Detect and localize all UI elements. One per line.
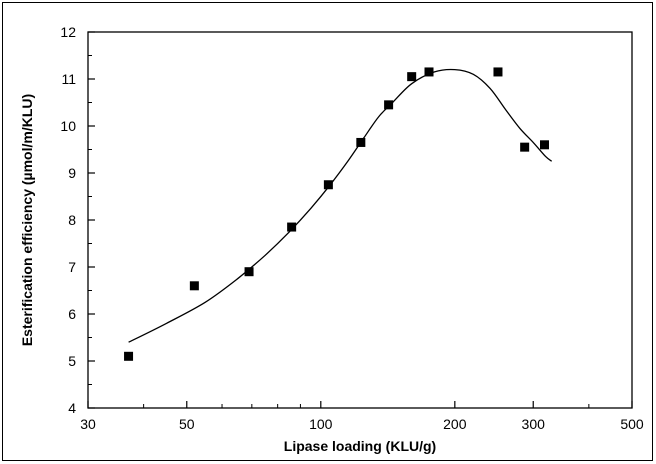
data-point xyxy=(189,281,199,291)
y-tick-label: 8 xyxy=(68,212,76,228)
data-points xyxy=(124,67,549,361)
data-point xyxy=(124,351,134,361)
y-tick-label: 11 xyxy=(61,71,76,87)
y-tick-label: 7 xyxy=(68,259,76,275)
data-point xyxy=(424,67,434,77)
x-tick-label: 200 xyxy=(443,416,467,432)
data-point xyxy=(384,100,394,110)
x-tick-label: 100 xyxy=(309,416,333,432)
y-tick-label: 9 xyxy=(68,165,76,181)
x-axis-title: Lipase loading (KLU/g) xyxy=(284,438,436,454)
data-point xyxy=(539,140,549,150)
x-tick-label: 300 xyxy=(522,416,546,432)
data-point xyxy=(244,267,254,277)
y-tick-label: 12 xyxy=(60,24,76,40)
data-point xyxy=(520,142,530,152)
y-tick-label: 5 xyxy=(68,353,76,369)
data-point xyxy=(356,137,366,147)
data-point xyxy=(287,222,297,232)
y-axis: 4 5 6 7 8 9 10 11 12 xyxy=(60,24,95,416)
plot-area xyxy=(87,31,633,409)
data-point xyxy=(407,72,417,82)
fit-curve xyxy=(128,68,553,343)
x-axis: 30 50 100 200 300 500 xyxy=(80,401,644,432)
data-point xyxy=(323,180,333,190)
x-tick-label: 50 xyxy=(179,416,195,432)
data-point xyxy=(493,67,503,77)
y-tick-label: 4 xyxy=(68,400,76,416)
y-tick-label: 10 xyxy=(60,118,76,134)
x-tick-label: 30 xyxy=(80,416,96,432)
y-axis-title: Esterification efficiency (µmol/m/KLU) xyxy=(19,94,35,346)
x-tick-label: 500 xyxy=(620,416,644,432)
y-tick-label: 6 xyxy=(68,306,76,322)
